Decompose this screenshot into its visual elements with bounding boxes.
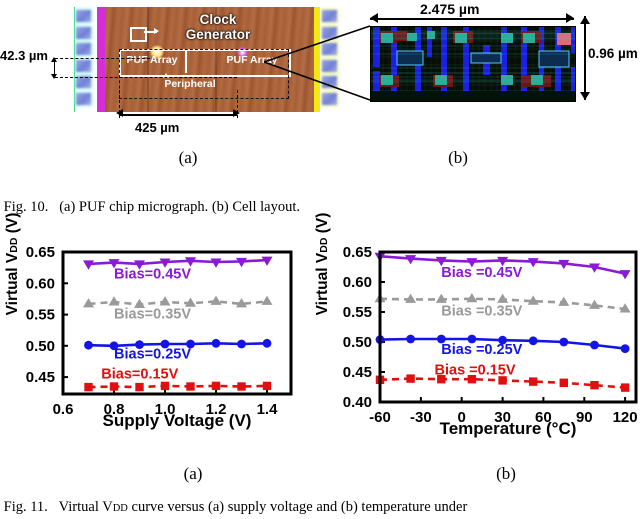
svg-text:0.45: 0.45 [26,369,55,386]
svg-text:Bias =0.15V: Bias =0.15V [435,362,516,378]
svg-text:0.50: 0.50 [26,338,55,355]
svg-text:Temperature (°C): Temperature (°C) [440,419,577,438]
svg-text:90: 90 [576,409,593,426]
svg-text:-60: -60 [369,409,391,426]
svg-text:1.4: 1.4 [257,401,279,418]
svg-text:Bias=0.45V: Bias=0.45V [114,266,191,282]
svg-text:120: 120 [613,409,638,426]
svg-text:0.65: 0.65 [26,244,55,261]
svg-text:0.65: 0.65 [343,244,372,261]
svg-text:0.55: 0.55 [343,304,372,321]
svg-text:0.45: 0.45 [343,364,372,381]
svg-text:Bias =0.35V: Bias =0.35V [441,304,522,320]
svg-text:0.60: 0.60 [343,274,372,291]
svg-text:Supply Voltage (V): Supply Voltage (V) [103,411,252,430]
svg-text:Bias =0.45V: Bias =0.45V [441,265,522,281]
svg-text:0.6: 0.6 [53,401,74,418]
svg-text:0.55: 0.55 [26,307,55,324]
svg-text:Bias=0.25V: Bias=0.25V [114,346,191,362]
svg-text:0.50: 0.50 [343,334,372,351]
svg-text:0.40: 0.40 [343,394,372,411]
svg-text:-30: -30 [410,409,432,426]
svg-text:Bias =0.25V: Bias =0.25V [441,342,522,358]
svg-text:0.60: 0.60 [26,275,55,292]
svg-text:Bias=0.15V: Bias=0.15V [101,366,178,382]
svg-text:Bias=0.35V: Bias=0.35V [114,306,191,322]
